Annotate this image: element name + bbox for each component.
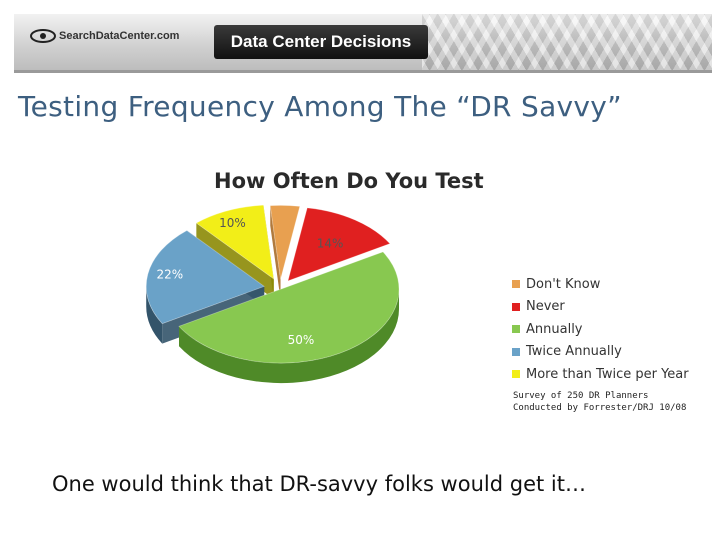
pie-label-annually: 50% bbox=[288, 333, 315, 347]
pie-slice-don-t-know bbox=[269, 204, 301, 280]
legend-item-twice-annually: Twice Annually bbox=[512, 341, 689, 364]
legend-label-annually: Annually bbox=[526, 321, 583, 337]
pie-cut-don-t-know bbox=[270, 205, 281, 300]
eye-logo-icon bbox=[30, 29, 56, 43]
legend-label-don-t-know: Don't Know bbox=[526, 276, 601, 292]
pie-side-twice-annually bbox=[146, 286, 163, 344]
product-badge: Data Center Decisions bbox=[214, 25, 428, 59]
legend-label-never: Never bbox=[526, 299, 565, 315]
pie-label-more-than-twice-per-year: 10% bbox=[219, 216, 246, 230]
legend-swatch-never bbox=[512, 302, 520, 311]
slide-caption: One would think that DR-savvy folks woul… bbox=[52, 472, 586, 496]
header-banner: SearchDataCenter.com Data Center Decisio… bbox=[14, 14, 712, 73]
product-badge-text: Data Center Decisions bbox=[230, 32, 412, 51]
pie-slice-more-than-twice-per-year bbox=[195, 204, 275, 280]
hex-pattern-decoration bbox=[422, 14, 712, 70]
pie-label-twice-annually: 22% bbox=[156, 267, 183, 281]
slide-title: Testing Frequency Among The “DR Savvy” bbox=[18, 90, 622, 123]
pie-slice-annually bbox=[178, 251, 400, 364]
survey-note-line-2: Conducted by Forrester/DRJ 10/08 bbox=[513, 403, 687, 413]
legend-swatch-annually bbox=[512, 325, 520, 334]
legend-label-more-than-twice-per-year: More than Twice per Year bbox=[526, 366, 689, 382]
survey-note: Survey of 250 DR Planners Conducted by F… bbox=[513, 390, 686, 414]
legend-swatch-don-t-know bbox=[512, 280, 520, 289]
legend-swatch-twice-annually bbox=[512, 347, 520, 356]
legend-item-more-than-twice-per-year: More than Twice per Year bbox=[512, 363, 689, 386]
site-logo-text: SearchDataCenter.com bbox=[59, 30, 180, 42]
chart-legend: Don't Know Never Annually Twice Annually Mor… bbox=[512, 273, 689, 386]
legend-item-never: Never bbox=[512, 296, 689, 319]
legend-item-annually: Annually bbox=[512, 318, 689, 341]
survey-note-line-1: Survey of 250 DR Planners bbox=[513, 391, 649, 401]
legend-item-don-t-know: Don't Know bbox=[512, 273, 689, 296]
legend-swatch-more-than-twice-per-year bbox=[512, 370, 520, 379]
pie-chart: 4%14%50%22%10% bbox=[145, 200, 400, 384]
legend-label-twice-annually: Twice Annually bbox=[526, 344, 622, 360]
pie-slice-twice-annually bbox=[145, 230, 266, 325]
chart-title: How Often Do You Test bbox=[214, 169, 484, 193]
site-logo[interactable]: SearchDataCenter.com bbox=[30, 29, 179, 43]
pie-slice-never bbox=[287, 207, 391, 282]
pie-side-annually bbox=[179, 289, 400, 384]
pie-label-never: 14% bbox=[317, 236, 344, 250]
